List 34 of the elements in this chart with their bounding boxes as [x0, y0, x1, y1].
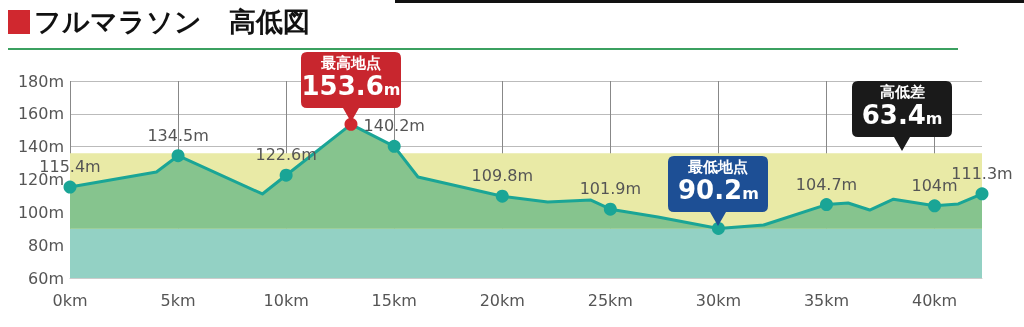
data-label: 109.8m: [471, 166, 533, 186]
point: [928, 199, 942, 213]
x-tick-label: 25km: [587, 290, 633, 310]
y-tick-label: 180m: [17, 71, 64, 91]
x-tick-label: 40km: [911, 290, 958, 310]
y-tick-label: 160m: [17, 104, 64, 124]
x-tick-label: 20km: [479, 290, 525, 310]
x-tick-label: 5km: [160, 290, 196, 310]
point: [603, 202, 617, 216]
data-label: 111.3m: [951, 163, 1013, 183]
x-tick-label: 10km: [263, 290, 309, 310]
point: [344, 117, 358, 131]
point: [171, 149, 185, 163]
x-tick-label: 35km: [803, 290, 850, 310]
point: [975, 187, 989, 201]
data-label: 104.7m: [795, 174, 858, 194]
y-tick-label: 140m: [17, 137, 64, 157]
point: [711, 221, 725, 235]
point: [495, 189, 509, 203]
y-tick-label: 60m: [28, 268, 64, 288]
x-tick-label: 15km: [371, 290, 417, 310]
y-tick-label: 80m: [28, 235, 64, 255]
annotation: 最高地点 153.6m: [300, 54, 401, 101]
point: [63, 180, 77, 194]
chart-title: フルマラソン 高低図: [34, 5, 310, 39]
x-tick-label: 0km: [52, 290, 88, 310]
data-label: 101.9m: [579, 179, 642, 199]
annotation: 高低差 63.4m: [860, 83, 944, 130]
y-tick-label: 100m: [17, 202, 64, 222]
annotation: 最低地点 90.2m: [677, 158, 760, 205]
point: [279, 168, 293, 182]
x-tick-label: 30km: [695, 290, 742, 310]
point: [820, 198, 833, 212]
point: [387, 139, 401, 153]
